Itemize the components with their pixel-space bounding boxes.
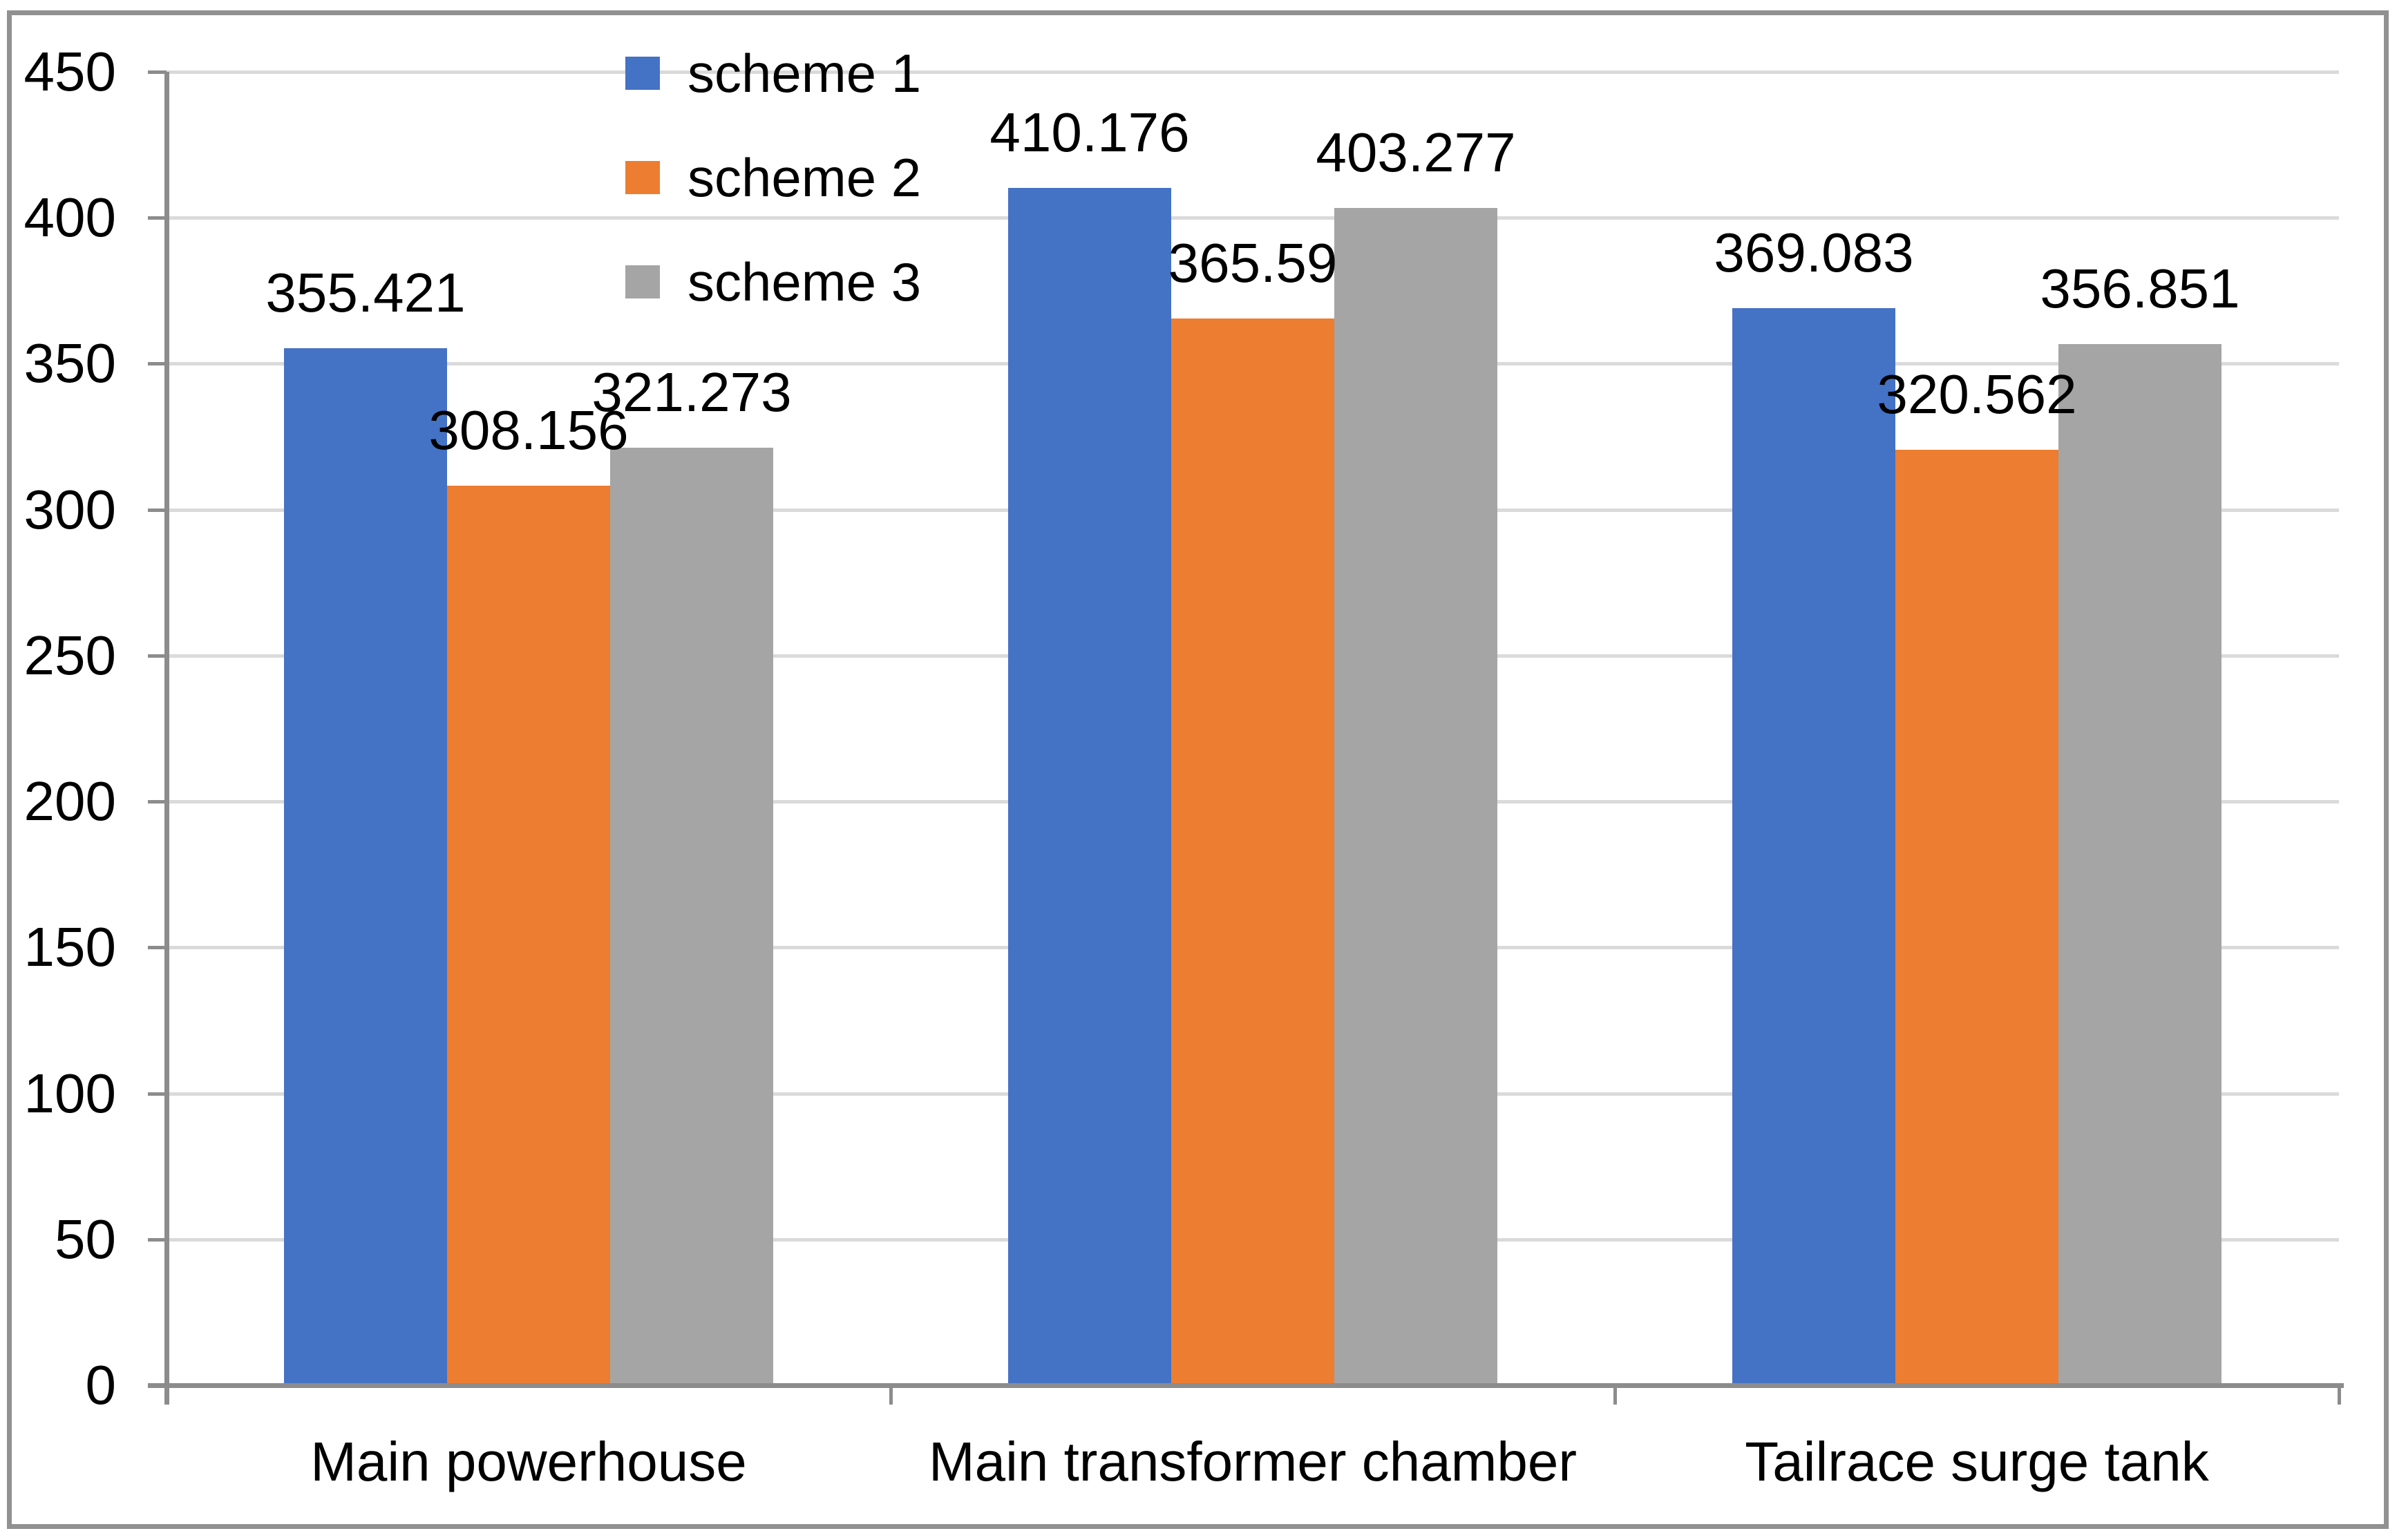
y-axis-tick-label: 350 — [23, 332, 116, 394]
x-axis-category-label: Main transformer chamber — [928, 1431, 1578, 1492]
x-axis-tick-mark — [1613, 1385, 1617, 1405]
y-axis-tick-label: 250 — [23, 624, 116, 686]
bar-value-label: 308.156 — [428, 399, 629, 462]
bar-scheme-1-cat3 — [1732, 307, 1895, 1385]
y-axis-tick-mark — [148, 946, 167, 950]
bar-value-label: 356.851 — [2040, 257, 2240, 319]
x-axis-category-label: Tailrace surge tank — [1745, 1431, 2209, 1492]
bar-scheme-2-cat1 — [447, 486, 610, 1385]
y-axis-tick-mark — [148, 216, 167, 220]
gridline — [167, 216, 2339, 220]
gridline — [167, 70, 2339, 74]
y-axis-tick-mark — [148, 70, 167, 74]
x-axis-category-label: Main powerhouse — [310, 1431, 747, 1492]
y-axis-tick-mark — [148, 1237, 167, 1242]
y-axis-tick-label: 300 — [23, 478, 116, 540]
x-axis-tick-mark — [2338, 1385, 2341, 1405]
y-axis-tick-label: 150 — [23, 916, 116, 978]
bar-value-label: 365.59 — [1168, 231, 1338, 294]
bar-value-label: 355.421 — [265, 261, 466, 323]
y-axis-tick-mark — [148, 1092, 167, 1096]
x-axis-line — [148, 1383, 2344, 1388]
bar-value-label: 321.273 — [591, 361, 792, 423]
y-axis-tick-label: 100 — [23, 1062, 116, 1124]
y-axis-tick-label: 50 — [55, 1208, 116, 1270]
y-axis-tick-label: 0 — [85, 1354, 117, 1416]
bar-scheme-3-cat3 — [2058, 343, 2221, 1385]
bar-value-label: 410.176 — [989, 102, 1190, 164]
legend-swatch-scheme-3 — [625, 265, 660, 298]
y-axis-tick-mark — [148, 508, 167, 512]
y-axis-tick-label: 200 — [23, 770, 116, 833]
y-axis-tick-label: 450 — [23, 41, 116, 102]
legend-label: scheme 1 — [688, 43, 922, 104]
bar-scheme-1-cat1 — [284, 348, 447, 1385]
bar-value-label: 320.562 — [1877, 363, 2077, 425]
legend-swatch-scheme-2 — [625, 161, 660, 194]
y-axis-line — [164, 72, 169, 1405]
y-axis-tick-label: 400 — [23, 187, 116, 249]
bar-scheme-2-cat3 — [1895, 449, 2058, 1385]
x-axis-tick-mark — [889, 1385, 893, 1405]
bar-value-label: 403.277 — [1316, 122, 1516, 184]
y-axis-tick-mark — [148, 654, 167, 658]
chart-border-frame — [7, 10, 2389, 1529]
bar-scheme-3-cat1 — [610, 447, 773, 1385]
legend-swatch-scheme-1 — [625, 57, 660, 90]
legend-label: scheme 3 — [688, 251, 922, 312]
y-axis-tick-mark — [148, 362, 167, 366]
y-axis-tick-mark — [148, 800, 167, 804]
bar-value-label: 369.083 — [1714, 221, 1914, 283]
bar-scheme-1-cat2 — [1008, 188, 1171, 1385]
bar-scheme-3-cat2 — [1334, 208, 1497, 1385]
legend-label: scheme 2 — [688, 147, 922, 208]
bar-scheme-2-cat2 — [1171, 318, 1334, 1385]
